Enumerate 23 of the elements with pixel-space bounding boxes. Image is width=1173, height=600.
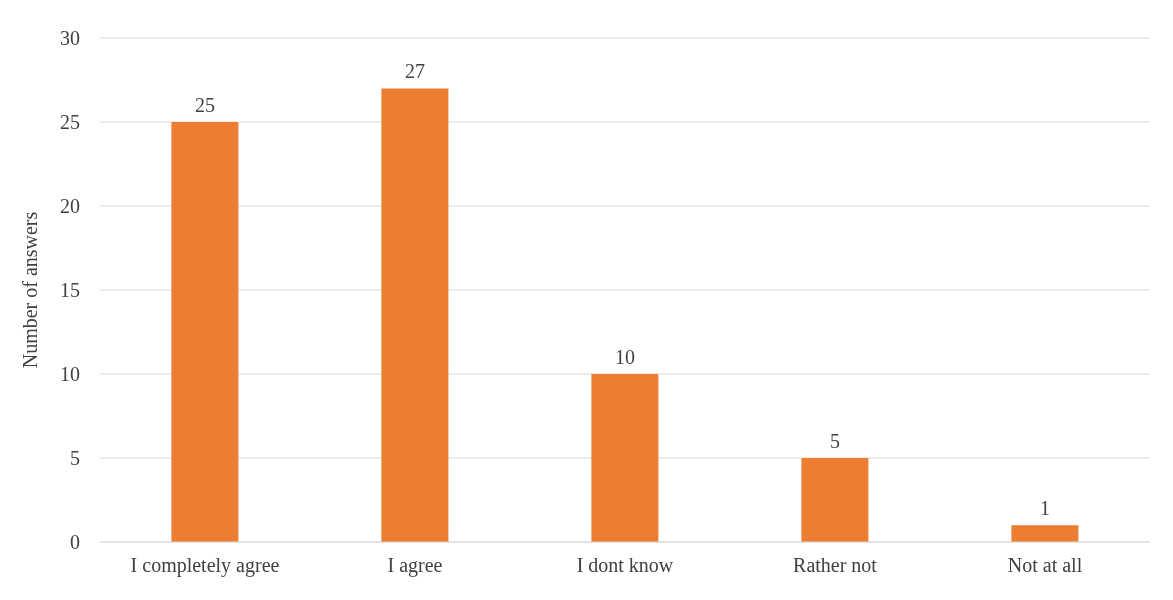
y-tick-label: 30 <box>60 27 80 50</box>
y-tick-label: 0 <box>70 531 80 554</box>
data-label: 5 <box>829 430 840 452</box>
x-tick-label: I completely agree <box>130 554 280 578</box>
y-axis-title: Number of answers <box>19 211 42 369</box>
x-tick-label: I agree <box>387 554 443 578</box>
bar <box>1011 525 1079 542</box>
y-tick-label: 10 <box>60 363 80 386</box>
data-label: 27 <box>404 60 425 83</box>
y-tick-label: 25 <box>60 111 80 134</box>
x-tick-label: Not at all <box>1007 554 1083 577</box>
x-tick-label: Rather not <box>793 554 878 577</box>
y-tick-label: 20 <box>60 195 80 218</box>
y-tick-label: 15 <box>60 279 80 302</box>
bar <box>171 122 239 542</box>
bar <box>801 458 869 542</box>
bar <box>591 374 659 542</box>
y-tick-label: 5 <box>70 447 80 470</box>
data-label: 10 <box>614 346 635 368</box>
data-label: 25 <box>194 94 215 116</box>
x-tick-label: I dont know <box>576 554 674 577</box>
data-label: 1 <box>1039 497 1050 520</box>
bar <box>381 88 449 542</box>
